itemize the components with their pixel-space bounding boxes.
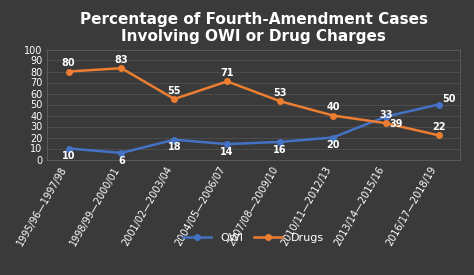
Text: 71: 71 — [220, 68, 234, 78]
Text: 50: 50 — [442, 94, 456, 104]
OWI — [172, 138, 177, 141]
Drugs — [118, 67, 124, 70]
Title: Percentage of Fourth-Amendment Cases
Involving OWI or Drug Charges: Percentage of Fourth-Amendment Cases Inv… — [80, 12, 428, 44]
OWI — [224, 142, 230, 146]
Drugs — [330, 114, 336, 117]
Drugs — [172, 97, 177, 101]
Text: 22: 22 — [432, 122, 446, 132]
OWI — [436, 103, 441, 106]
Text: 80: 80 — [62, 58, 75, 68]
Text: 55: 55 — [167, 86, 181, 96]
Drugs — [436, 134, 441, 137]
OWI — [118, 151, 124, 155]
Text: 14: 14 — [220, 147, 234, 157]
OWI — [330, 136, 336, 139]
Text: 83: 83 — [115, 55, 128, 65]
Drugs — [224, 80, 230, 83]
OWI — [383, 115, 389, 118]
Text: 33: 33 — [379, 110, 392, 120]
Text: 40: 40 — [326, 102, 340, 112]
Text: 18: 18 — [167, 142, 181, 152]
Text: 6: 6 — [118, 156, 125, 166]
OWI — [277, 140, 283, 144]
Drugs — [383, 122, 389, 125]
Line: OWI: OWI — [66, 102, 441, 156]
Line: Drugs: Drugs — [66, 65, 441, 138]
OWI — [66, 147, 72, 150]
Text: 20: 20 — [326, 140, 340, 150]
Drugs — [277, 100, 283, 103]
Text: 10: 10 — [62, 151, 75, 161]
Legend: OWI, Drugs: OWI, Drugs — [179, 229, 328, 248]
Text: 39: 39 — [390, 119, 403, 129]
Text: 53: 53 — [273, 88, 287, 98]
Text: 16: 16 — [273, 145, 287, 155]
Drugs — [66, 70, 72, 73]
